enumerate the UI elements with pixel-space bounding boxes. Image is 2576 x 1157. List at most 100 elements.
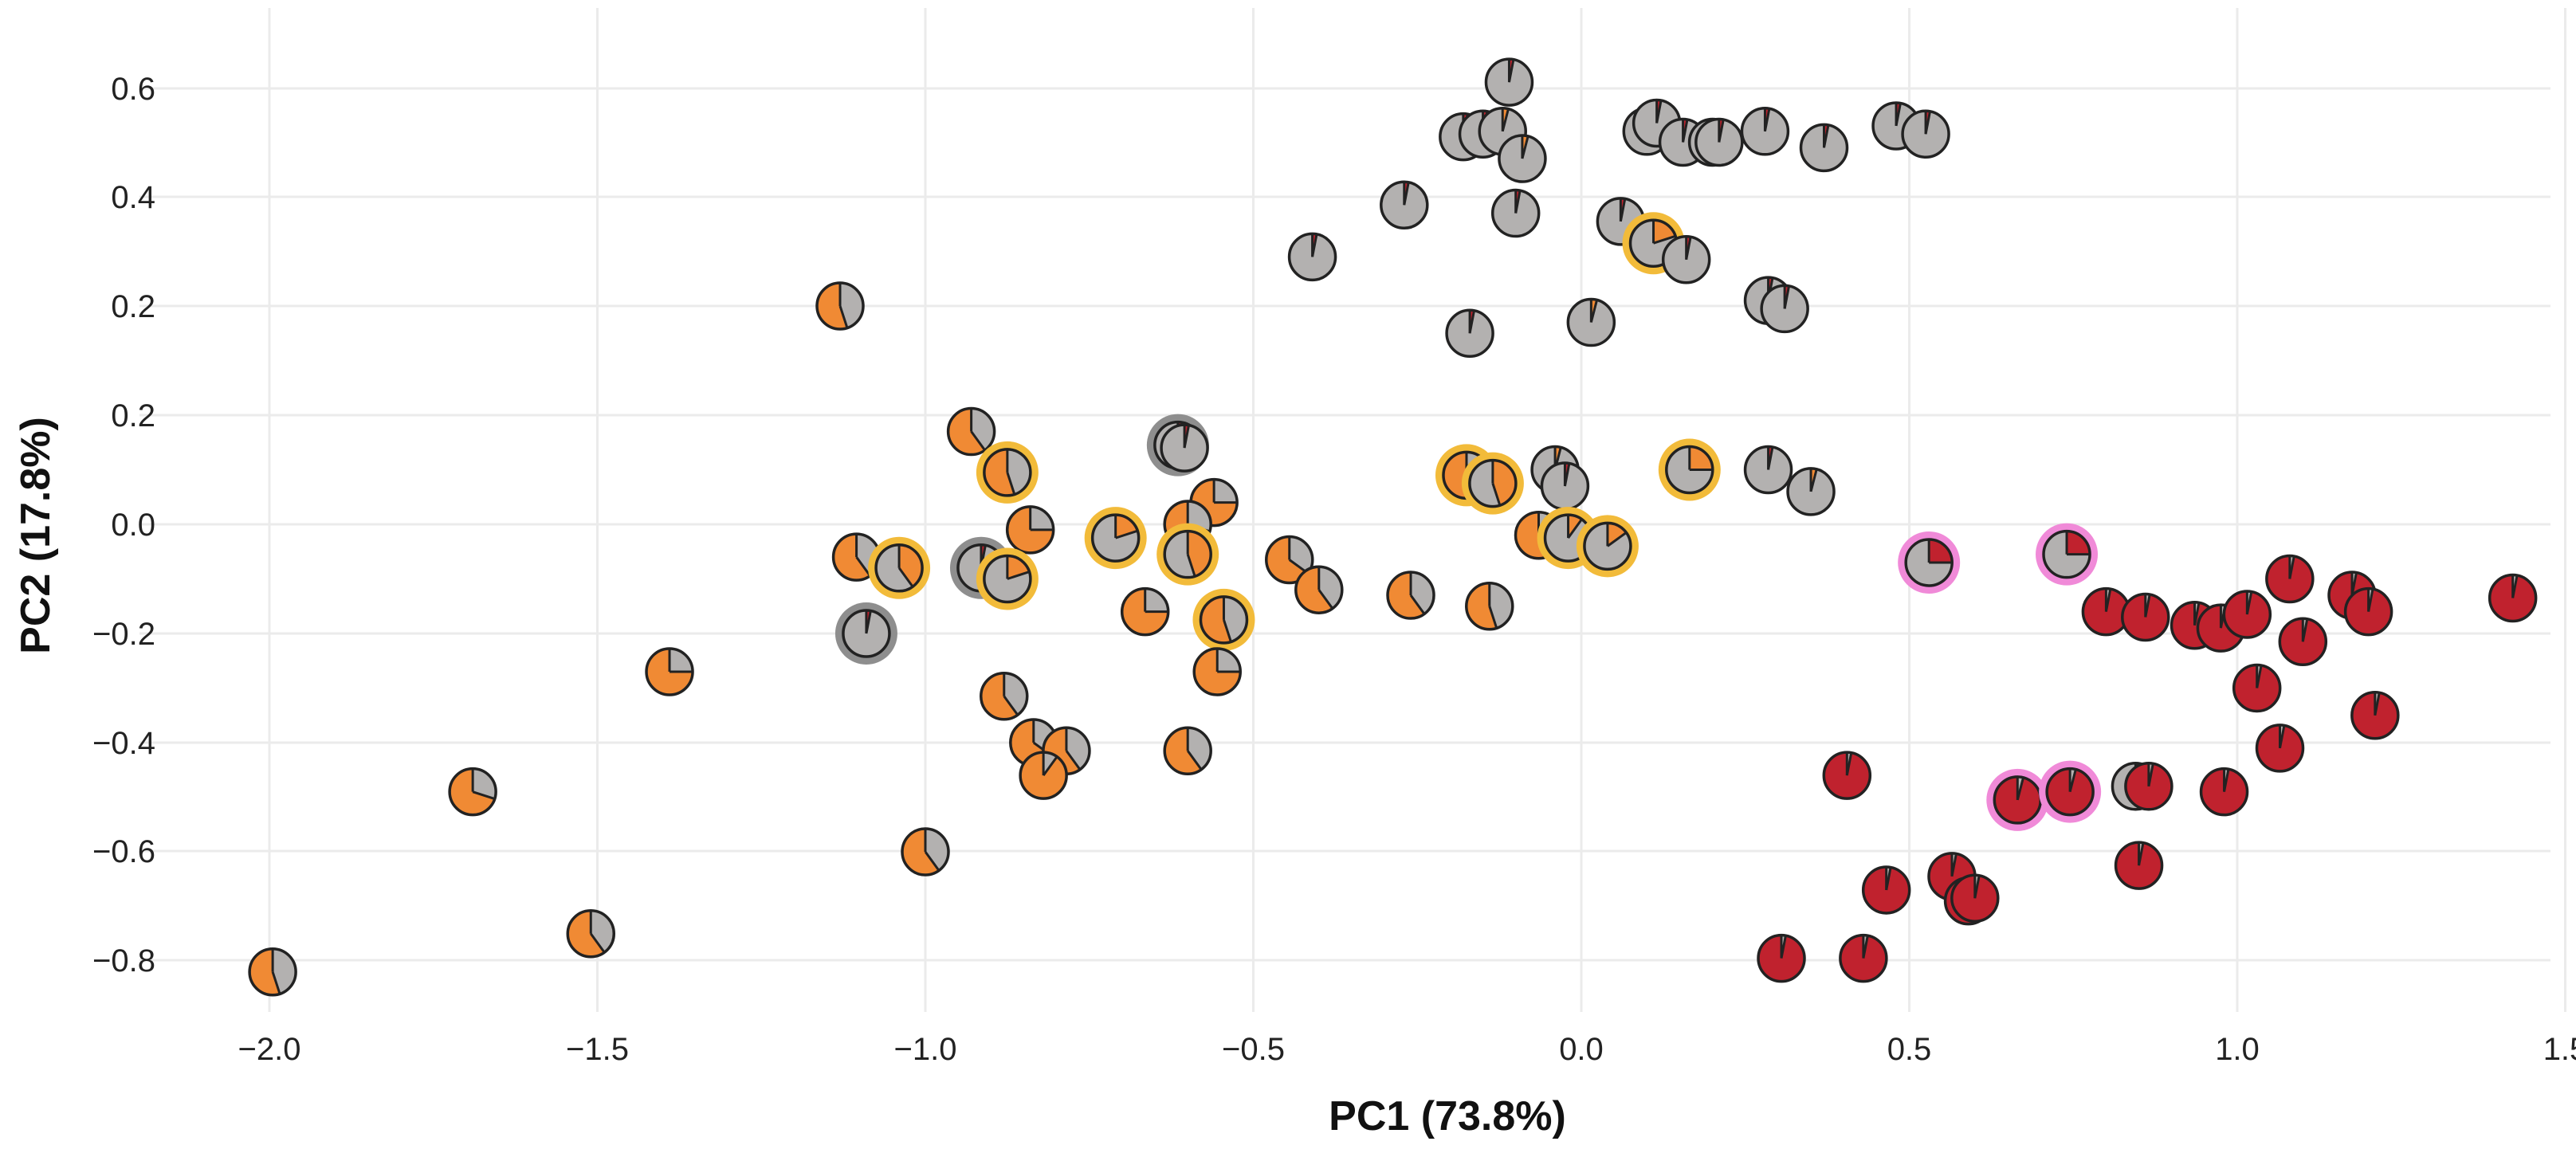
pie-point	[976, 441, 1039, 504]
y-tick-label: −0.6	[92, 834, 155, 869]
pie-main-slice	[1994, 776, 2041, 823]
pie-divider	[1006, 472, 1016, 495]
pie-divider	[1767, 446, 1774, 470]
pie-outline	[1740, 107, 1790, 156]
pie-divider	[1007, 571, 1030, 580]
y-tick-label: 0.2	[111, 289, 155, 324]
pie-point	[2350, 691, 2400, 740]
pie-divider	[2301, 618, 2309, 642]
pie-point	[946, 406, 996, 457]
pie-divider	[1950, 853, 1958, 877]
pie-point	[1461, 452, 1524, 515]
pie-secondary-slice	[1145, 588, 1168, 612]
pie-divider	[1491, 483, 1502, 506]
pie-outline	[1904, 538, 1954, 587]
pie-outline	[2222, 590, 2272, 639]
pie-outline	[1163, 529, 1212, 579]
pie-outline	[1950, 873, 2000, 923]
pie-point	[1786, 467, 1836, 516]
pie-divider	[2279, 725, 2286, 749]
pie-point	[976, 547, 1039, 610]
pie-point	[1287, 232, 1337, 282]
pie-point	[1484, 57, 1534, 107]
pie-secondary-slice	[1003, 673, 1027, 716]
pie-divider	[865, 610, 872, 634]
pie-outline	[1120, 586, 1170, 637]
y-tick-label: −0.4	[92, 726, 155, 761]
pie-divider	[1042, 755, 1058, 776]
pie-divider	[2147, 763, 2154, 787]
pie-divider	[1718, 119, 1725, 143]
pie-divider	[1885, 867, 1892, 891]
pie-divider	[1924, 111, 1931, 135]
pie-secondary-slice	[1492, 460, 1516, 506]
pie-divider	[1311, 233, 1318, 257]
pie-divider	[1507, 59, 1515, 83]
pie-divider	[1183, 425, 1190, 449]
pie-divider	[1488, 606, 1498, 629]
pie-divider	[1563, 463, 1571, 487]
pie-point	[2265, 554, 2315, 604]
pie-point	[1042, 726, 1091, 776]
pie-point	[1661, 235, 1711, 284]
pie-outline	[2350, 691, 2400, 740]
pie-divider	[2104, 588, 2112, 612]
pie-point	[1192, 647, 1242, 696]
pie-point	[1192, 588, 1255, 651]
pie-outline	[1743, 445, 1793, 495]
pie-outline	[874, 543, 924, 593]
pie-divider	[2245, 591, 2253, 615]
pie-outline	[1822, 751, 1872, 800]
pie-outline	[2488, 573, 2538, 623]
pie-secondary-slice	[2067, 531, 2091, 555]
pie-outline	[2114, 841, 2164, 890]
pie-point	[980, 672, 1029, 721]
pie-divider	[2350, 572, 2358, 596]
pie-secondary-slice	[591, 910, 615, 953]
x-tick-label: 1.5	[2543, 1032, 2576, 1067]
y-tick-label: 0.4	[111, 180, 155, 215]
x-tick-label: −2.0	[238, 1032, 301, 1067]
pie-point	[1386, 571, 1435, 620]
pie-divider	[1521, 135, 1530, 159]
pie-divider	[2193, 602, 2201, 626]
y-tick-label: 0.0	[111, 508, 155, 543]
pie-outline	[1005, 505, 1055, 555]
pie-point	[1005, 505, 1055, 555]
pie-secondary-slice	[899, 544, 923, 587]
pie-divider	[1823, 124, 1830, 148]
pie-outline	[1199, 595, 1249, 645]
pie-divider	[1501, 108, 1510, 132]
pie-outline	[566, 909, 616, 959]
pie-secondary-slice	[1030, 506, 1054, 530]
pie-point	[2039, 760, 2102, 823]
pie-divider	[1653, 234, 1676, 245]
pie-outline	[1445, 308, 1494, 358]
x-tick-label: −0.5	[1222, 1032, 1285, 1067]
pie-point	[1743, 445, 1793, 495]
pie-outline	[983, 554, 1032, 604]
pie-outline	[2199, 767, 2249, 817]
pie-outline	[901, 827, 950, 877]
pie-divider	[2288, 555, 2295, 579]
pie-point	[1156, 523, 1219, 586]
pie-divider	[2256, 665, 2263, 688]
pie-outline	[1287, 232, 1337, 282]
pie-outline	[2278, 617, 2328, 667]
pie-outline	[1760, 284, 1809, 334]
x-axis-label: PC1 (73.8%)	[1329, 1093, 1566, 1139]
pie-divider	[2367, 588, 2374, 612]
x-tick-label: 1.0	[2215, 1032, 2260, 1067]
pie-outline	[1265, 535, 1314, 585]
pie-outline	[2255, 724, 2305, 773]
pie-point	[901, 827, 950, 877]
pie-outline	[248, 947, 297, 997]
pie-point	[1294, 565, 1344, 614]
pie-point	[815, 281, 865, 331]
pie-outline	[1484, 57, 1534, 107]
x-tick-label: −1.0	[894, 1032, 957, 1067]
pie-point	[1760, 284, 1809, 334]
pie-divider	[1409, 594, 1426, 615]
pie-point	[1986, 768, 2049, 831]
pie-outline	[448, 767, 497, 817]
